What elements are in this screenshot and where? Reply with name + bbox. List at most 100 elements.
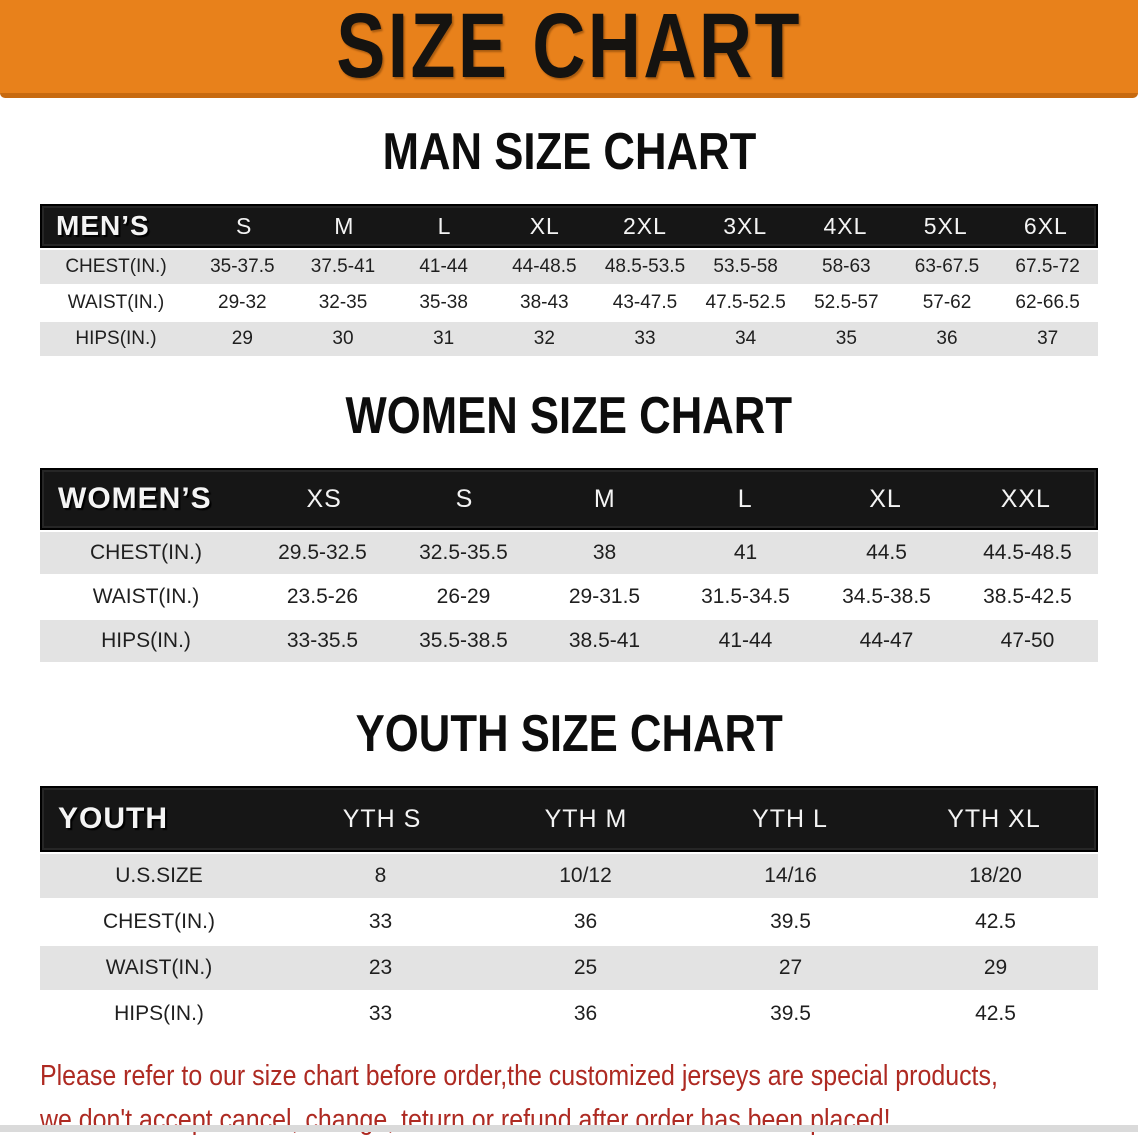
youth-value-cell: 14/16 — [764, 864, 817, 887]
women-value-cell: 38.5-41 — [568, 629, 641, 652]
men-value-cell: 38-43 — [520, 292, 569, 313]
men-value-cell: 48.5-53.5 — [604, 256, 686, 277]
women-value-cell: 29.5-32.5 — [278, 541, 367, 564]
women-column-header: XS — [306, 484, 342, 513]
men-row-label: HIPS(IN.) — [75, 328, 157, 349]
youth-value-cell: 39.5 — [770, 1002, 811, 1025]
women-section-title: WOMEN SIZE CHART — [0, 386, 1138, 446]
men-value-cell: 53.5-58 — [713, 256, 778, 277]
youth-title-text: YOUTH SIZE CHART — [355, 705, 783, 763]
men-value-cell: 30 — [332, 328, 354, 349]
men-column-header: 4XL — [823, 212, 868, 239]
women-value-cell: 32.5-35.5 — [419, 541, 508, 564]
women-title-text: WOMEN SIZE CHART — [345, 387, 793, 445]
youth-value-cell: 33 — [368, 910, 393, 933]
women-value-cell: 31.5-34.5 — [701, 585, 790, 608]
youth-table-row: CHEST(IN.) 33 36 39.5 42.5 — [40, 900, 1098, 944]
bottom-divider — [0, 1125, 1138, 1132]
youth-column-header: YTH L — [752, 804, 828, 833]
men-row-label: WAIST(IN.) — [67, 292, 165, 313]
men-value-cell: 67.5-72 — [1015, 256, 1080, 277]
men-value-cell: 44-48.5 — [512, 256, 577, 277]
men-section-title: MAN SIZE CHART — [0, 122, 1138, 182]
women-row-label: CHEST(IN.) — [90, 541, 202, 564]
youth-size-table: YOUTH YTH S YTH M YTH L YTH XL U.S.SIZE 8 10/12… — [40, 786, 1098, 1036]
men-table-row: WAIST(IN.) 29-32 32-35 35-38 38-43 43-47.5 47.… — [40, 286, 1098, 320]
women-value-cell: 23.5-26 — [286, 585, 359, 608]
men-header-label: MEN’S — [56, 210, 150, 241]
youth-row-label: CHEST(IN.) — [103, 910, 215, 933]
men-value-cell: 32 — [533, 328, 555, 349]
youth-value-cell: 10/12 — [559, 864, 612, 887]
youth-value-cell: 42.5 — [975, 1002, 1016, 1025]
youth-column-header: YTH XL — [947, 804, 1041, 833]
youth-value-cell: 36 — [573, 1002, 598, 1025]
youth-table-row: HIPS(IN.) 33 36 39.5 42.5 — [40, 992, 1098, 1036]
men-table-row: CHEST(IN.) 35-37.5 37.5-41 41-44 44-48.5 48.5… — [40, 250, 1098, 284]
women-value-cell: 41-44 — [718, 629, 773, 652]
women-column-header: XL — [869, 484, 902, 513]
women-value-cell: 35.5-38.5 — [419, 629, 508, 652]
men-value-cell: 35-38 — [419, 292, 468, 313]
men-value-cell: 37 — [1037, 328, 1059, 349]
men-value-cell: 52.5-57 — [814, 292, 879, 313]
youth-value-cell: 42.5 — [975, 910, 1016, 933]
men-column-header: 3XL — [723, 212, 768, 239]
youth-column-header: YTH M — [544, 804, 628, 833]
notice-line-1: Please refer to our size chart before or… — [40, 1060, 998, 1092]
youth-row-label: WAIST(IN.) — [105, 956, 213, 979]
youth-section-title: YOUTH SIZE CHART — [0, 704, 1138, 764]
youth-value-cell: 25 — [573, 956, 598, 979]
men-column-header: 6XL — [1023, 212, 1068, 239]
youth-row-label: HIPS(IN.) — [114, 1002, 204, 1025]
men-value-cell: 35-37.5 — [210, 256, 275, 277]
youth-table-header-row: YOUTH YTH S YTH M YTH L YTH XL — [40, 786, 1098, 852]
banner-title: SIZE CHART — [336, 0, 802, 97]
women-value-cell: 29-31.5 — [568, 585, 641, 608]
youth-row-label: U.S.SIZE — [115, 864, 203, 887]
men-value-cell: 63-67.5 — [914, 256, 980, 277]
women-column-header: M — [593, 484, 616, 513]
men-title-text: MAN SIZE CHART — [382, 123, 756, 181]
men-column-header: S — [235, 212, 253, 239]
women-value-cell: 47-50 — [1000, 629, 1055, 652]
men-value-cell: 29-32 — [218, 292, 267, 313]
men-table-header-row: MEN’S S M L XL 2XL 3XL 4XL 5XL 6XL — [40, 204, 1098, 248]
women-table-row: HIPS(IN.) 33-35.5 35.5-38.5 38.5-41 41-44 44-… — [40, 620, 1098, 662]
youth-value-cell: 23 — [368, 956, 393, 979]
women-value-cell: 34.5-38.5 — [842, 585, 931, 608]
women-value-cell: 33-35.5 — [286, 629, 359, 652]
women-row-label: WAIST(IN.) — [92, 585, 200, 608]
women-size-table: WOMEN’S XS S M L XL XXL CHEST(IN.) 29.5-32.5 32.5… — [40, 468, 1098, 662]
women-value-cell: 38.5-42.5 — [983, 585, 1072, 608]
men-value-cell: 35 — [835, 328, 857, 349]
youth-value-cell: 27 — [778, 956, 803, 979]
notice-line-2: we don't accept cancel, change, teturn o… — [40, 1104, 891, 1136]
women-column-header: S — [455, 484, 474, 513]
men-column-header: XL — [529, 212, 560, 239]
men-value-cell: 47.5-52.5 — [705, 292, 786, 313]
youth-table-row: WAIST(IN.) 23 25 27 29 — [40, 946, 1098, 990]
men-value-cell: 43-47.5 — [612, 292, 678, 313]
men-value-cell: 62-66.5 — [1015, 292, 1080, 313]
men-column-header: 2XL — [623, 212, 667, 239]
men-value-cell: 36 — [936, 328, 958, 349]
men-value-cell: 37.5-41 — [310, 256, 376, 277]
youth-value-cell: 29 — [983, 956, 1008, 979]
women-value-cell: 44.5 — [866, 541, 907, 564]
women-value-cell: 26-29 — [436, 585, 491, 608]
youth-value-cell: 33 — [368, 1002, 393, 1025]
youth-header-label: YOUTH — [58, 802, 168, 835]
men-size-table: MEN’S S M L XL 2XL 3XL 4XL 5XL 6XL CHEST(IN.) 35-37… — [40, 204, 1098, 356]
size-chart-banner: SIZE CHART — [0, 0, 1138, 98]
women-value-cell: 41 — [733, 541, 758, 564]
women-header-label: WOMEN’S — [58, 482, 212, 515]
men-column-header: 5XL — [923, 212, 968, 239]
men-row-label: CHEST(IN.) — [65, 256, 167, 277]
women-value-cell: 38 — [592, 541, 617, 564]
youth-table-row: U.S.SIZE 8 10/12 14/16 18/20 — [40, 854, 1098, 898]
women-table-row: WAIST(IN.) 23.5-26 26-29 29-31.5 31.5-34.5 34… — [40, 576, 1098, 618]
men-value-cell: 31 — [433, 328, 455, 349]
men-value-cell: 58-63 — [822, 256, 871, 277]
